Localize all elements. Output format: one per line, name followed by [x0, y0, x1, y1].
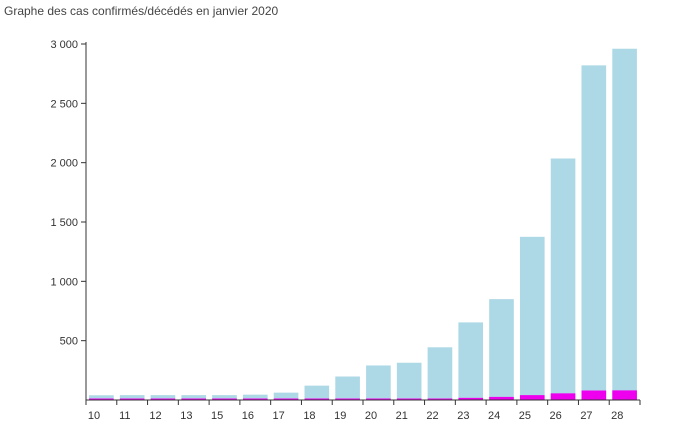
y-tick-label: 1 000 — [50, 276, 78, 288]
bar-series-1-17 — [273, 398, 299, 400]
y-tick-label: 2 500 — [50, 98, 78, 110]
bar-series-0-13 — [181, 395, 207, 400]
x-tick-label: 27 — [580, 410, 592, 422]
bar-series-1-27 — [581, 390, 607, 400]
bar-series-0-16 — [242, 394, 268, 400]
y-tick-label: 1 500 — [50, 217, 78, 229]
bar-series-0-27 — [581, 65, 607, 401]
bar-series-1-26 — [550, 393, 576, 400]
bar-series-0-18 — [304, 385, 330, 400]
bar-series-1-28 — [612, 390, 637, 400]
bar-series-1-16 — [242, 398, 268, 400]
x-tick-label: 16 — [242, 410, 254, 422]
x-tick-label: 13 — [180, 410, 192, 422]
bar-series-1-10 — [89, 398, 114, 400]
x-tick-label: 25 — [519, 410, 531, 422]
bar-series-1-19 — [335, 398, 360, 400]
x-tick-label: 18 — [303, 410, 315, 422]
x-tick-label: 28 — [611, 410, 623, 422]
bar-series-1-11 — [119, 398, 145, 400]
x-tick-label: 10 — [88, 410, 100, 422]
bar-series-0-15 — [212, 395, 237, 400]
bar-series-0-28 — [612, 48, 637, 400]
axes-group: 500 1 000 1 500 2 000 2 500 3 000 10 11 12 13 15 16… — [50, 39, 641, 422]
chart-title: Graphe des cas confirmés/décédés en janv… — [4, 4, 279, 18]
bar-series-1-21 — [396, 398, 422, 400]
bar-series-1-20 — [366, 398, 391, 400]
bar-series-0-11 — [119, 395, 145, 400]
bars-group — [89, 48, 637, 401]
bar-series-0-12 — [150, 395, 176, 400]
bar-series-1-22 — [427, 398, 453, 400]
bar-series-0-10 — [89, 395, 114, 400]
x-tick-label: 15 — [211, 410, 223, 422]
x-tick-label: 26 — [550, 410, 562, 422]
bar-series-0-23 — [458, 322, 484, 400]
bar-series-1-13 — [181, 398, 207, 400]
bar-series-0-24 — [489, 299, 514, 400]
y-tick-label: 3 000 — [50, 39, 78, 51]
bar-series-0-22 — [427, 347, 453, 400]
bar-series-0-26 — [550, 158, 576, 400]
bar-series-1-24 — [489, 396, 514, 400]
bar-series-1-15 — [212, 398, 237, 400]
x-tick-label: 24 — [488, 410, 500, 422]
bar-series-0-21 — [396, 362, 422, 400]
bar-series-1-12 — [150, 398, 176, 400]
bar-series-1-18 — [304, 398, 330, 400]
bar-series-0-17 — [273, 392, 299, 400]
x-tick-label: 21 — [396, 410, 408, 422]
x-tick-label: 19 — [334, 410, 346, 422]
bar-series-1-23 — [458, 397, 484, 400]
y-tick-label: 500 — [60, 336, 78, 348]
x-tick-label: 20 — [365, 410, 377, 422]
x-tick-label: 22 — [426, 410, 438, 422]
bar-series-1-25 — [519, 395, 545, 400]
bar-series-0-20 — [366, 365, 391, 400]
x-tick-label: 23 — [457, 410, 469, 422]
x-tick-label: 11 — [119, 410, 130, 422]
bar-series-0-19 — [335, 376, 360, 400]
bar-series-0-25 — [519, 236, 545, 400]
x-tick-label: 17 — [273, 410, 285, 422]
y-tick-label: 2 000 — [50, 158, 78, 170]
x-tick-label: 12 — [149, 410, 161, 422]
